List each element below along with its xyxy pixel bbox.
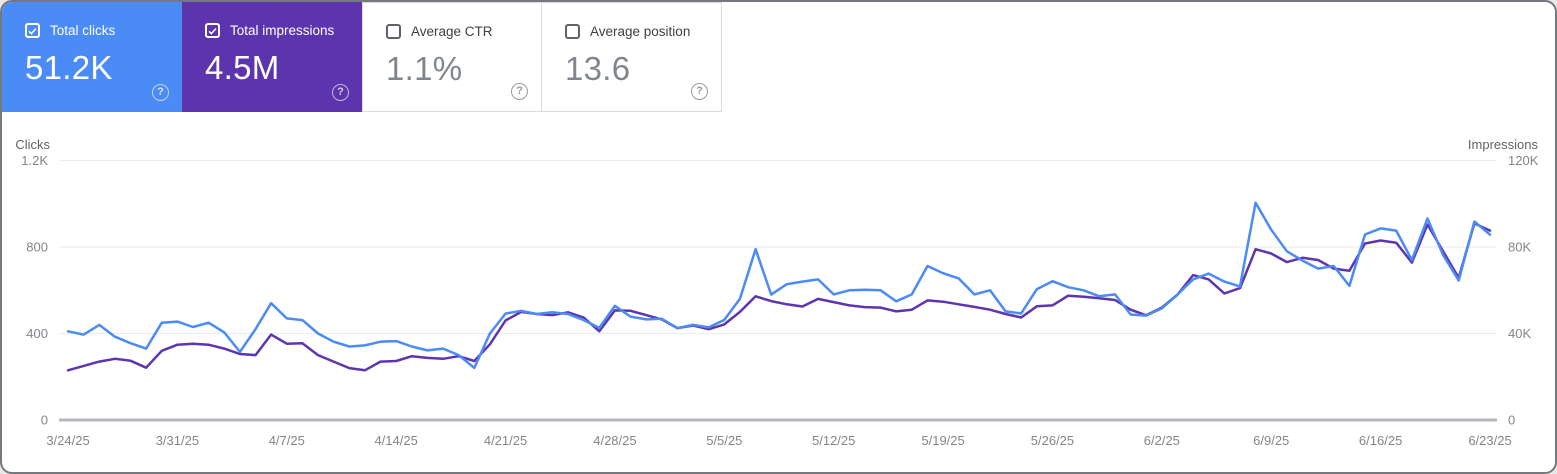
svg-text:6/16/25: 6/16/25 — [1359, 433, 1402, 448]
card-header: Average CTR — [386, 24, 541, 39]
metric-cards-row: Total clicks 51.2K ? Total impressions 4… — [2, 2, 1555, 112]
average-ctr-checkbox[interactable] — [386, 24, 401, 39]
metric-card-average-position[interactable]: Average position 13.6 ? — [542, 2, 722, 112]
metric-card-total-impressions[interactable]: Total impressions 4.5M ? — [182, 2, 362, 112]
svg-text:80K: 80K — [1508, 240, 1531, 255]
metric-value: 4.5M — [205, 49, 280, 86]
checkmark-icon — [208, 27, 217, 35]
svg-text:6/2/25: 6/2/25 — [1144, 433, 1180, 448]
svg-text:4/21/25: 4/21/25 — [484, 433, 527, 448]
card-header: Average position — [565, 24, 721, 39]
card-header: Total impressions — [205, 23, 362, 38]
total-impressions-checkbox[interactable] — [205, 23, 220, 38]
svg-text:Clicks: Clicks — [15, 137, 50, 152]
total-clicks-checkbox[interactable] — [25, 23, 40, 38]
checkmark-icon — [28, 27, 37, 35]
metric-value: 13.6 — [565, 50, 631, 87]
average-position-checkbox[interactable] — [565, 24, 580, 39]
svg-text:5/12/25: 5/12/25 — [812, 433, 855, 448]
svg-text:6/9/25: 6/9/25 — [1253, 433, 1289, 448]
svg-text:Impressions: Impressions — [1468, 137, 1539, 152]
svg-text:4/28/25: 4/28/25 — [593, 433, 636, 448]
svg-text:3/31/25: 3/31/25 — [156, 433, 199, 448]
svg-text:120K: 120K — [1508, 153, 1539, 168]
help-icon[interactable]: ? — [152, 84, 169, 101]
help-icon[interactable]: ? — [332, 84, 349, 101]
svg-text:40K: 40K — [1508, 326, 1531, 341]
svg-text:1.2K: 1.2K — [21, 153, 48, 168]
svg-text:0: 0 — [41, 413, 48, 428]
svg-text:800: 800 — [26, 240, 48, 255]
svg-text:6/23/25: 6/23/25 — [1468, 433, 1511, 448]
metric-value: 51.2K — [25, 49, 113, 86]
svg-text:5/5/25: 5/5/25 — [706, 433, 742, 448]
metric-label: Total impressions — [230, 23, 335, 38]
svg-text:3/24/25: 3/24/25 — [46, 433, 89, 448]
svg-text:5/26/25: 5/26/25 — [1031, 433, 1074, 448]
svg-text:0: 0 — [1508, 413, 1515, 428]
metric-card-total-clicks[interactable]: Total clicks 51.2K ? — [2, 2, 182, 112]
svg-text:400: 400 — [26, 326, 48, 341]
help-icon[interactable]: ? — [511, 83, 528, 100]
metric-label: Total clicks — [50, 23, 116, 38]
metric-value: 1.1% — [386, 50, 463, 87]
svg-text:4/7/25: 4/7/25 — [269, 433, 305, 448]
metric-label: Average position — [590, 24, 691, 39]
metric-label: Average CTR — [411, 24, 493, 39]
help-icon[interactable]: ? — [691, 83, 708, 100]
card-header: Total clicks — [25, 23, 182, 38]
svg-text:5/19/25: 5/19/25 — [921, 433, 964, 448]
metric-card-average-ctr[interactable]: Average CTR 1.1% ? — [362, 2, 542, 112]
svg-text:4/14/25: 4/14/25 — [374, 433, 417, 448]
